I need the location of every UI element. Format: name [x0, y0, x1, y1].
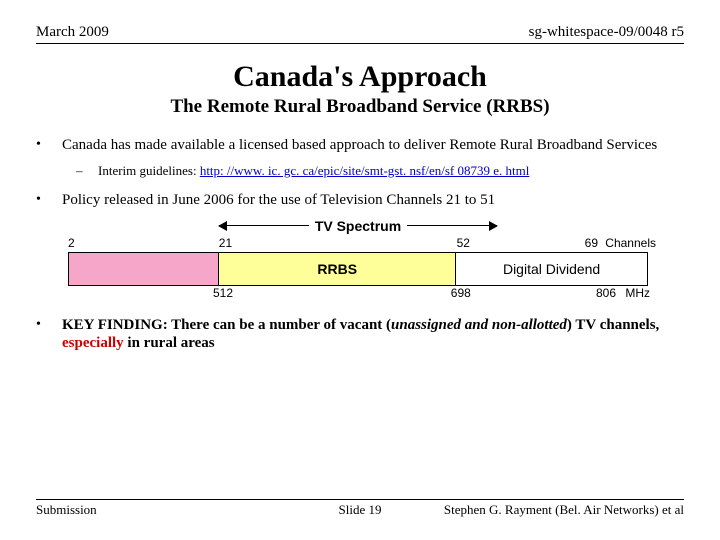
dash-icon: – — [76, 163, 98, 179]
bullet-1: • Canada has made available a licensed b… — [36, 136, 684, 155]
footer: Submission Slide 19 Stephen G. Rayment (… — [36, 499, 684, 518]
b3-mid: ) TV channels, — [567, 317, 659, 333]
seg-left — [69, 253, 219, 285]
bullet-dot: • — [36, 136, 62, 155]
b3-italic: unassigned and non-allotted — [391, 317, 567, 333]
mhz-unit: MHz — [625, 286, 650, 300]
bullet-1-sub: – Interim guidelines: http: //www. ic. g… — [76, 163, 684, 179]
bullet-1-text: Canada has made available a licensed bas… — [62, 136, 684, 155]
footer-left: Submission — [36, 502, 97, 518]
bullet-3-text: KEY FINDING: There can be a number of va… — [62, 316, 684, 354]
bullet-dot: • — [36, 191, 62, 210]
sub-prefix: Interim guidelines: — [98, 163, 200, 178]
spectrum-diagram: TV Spectrum 2 21 52 69 Channels RRBS Dig… — [68, 218, 648, 302]
b3-prefix: KEY FINDING: There can be a number of va… — [62, 317, 391, 333]
mhz-512: 512 — [213, 286, 233, 300]
ch-52: 52 — [457, 236, 470, 250]
spectrum-bar: RRBS Digital Dividend — [68, 252, 648, 286]
page-title: Canada's Approach — [36, 60, 684, 94]
header-docid: sg-whitespace-09/0048 r5 — [529, 24, 684, 41]
ch-unit: Channels — [605, 236, 656, 250]
header-date: March 2009 — [36, 24, 109, 41]
bullet-3: • KEY FINDING: There can be a number of … — [36, 316, 684, 354]
spectrum-label: TV Spectrum — [315, 218, 401, 234]
content-area: • Canada has made available a licensed b… — [36, 136, 684, 353]
channel-row: 2 21 52 69 Channels — [68, 236, 648, 252]
sub-bullet-text: Interim guidelines: http: //www. ic. gc.… — [98, 163, 529, 179]
seg-dividend: Digital Dividend — [456, 253, 647, 285]
b3-especially: especially — [62, 335, 124, 351]
footer-slide: Slide 19 — [339, 502, 382, 518]
mhz-698: 698 — [451, 286, 471, 300]
footer-author: Stephen G. Rayment (Bel. Air Networks) e… — [444, 502, 684, 518]
page-subtitle: The Remote Rural Broadband Service (RRBS… — [36, 96, 684, 118]
bullet-2-text: Policy released in June 2006 for the use… — [62, 191, 684, 210]
bullet-2: • Policy released in June 2006 for the u… — [36, 191, 684, 210]
mhz-row: 512 698 806 MHz — [68, 286, 648, 302]
ch-21: 21 — [219, 236, 232, 250]
ch-2: 2 — [68, 236, 75, 250]
ch-69: 69 — [585, 236, 598, 250]
spectrum-title-row: TV Spectrum — [68, 218, 648, 234]
seg-rrbs: RRBS — [219, 253, 456, 285]
b3-suffix: in rural areas — [124, 335, 215, 351]
arrow-right-icon — [407, 225, 497, 227]
guidelines-link[interactable]: http: //www. ic. gc. ca/epic/site/smt-gs… — [200, 163, 530, 178]
arrow-left-icon — [219, 225, 309, 227]
mhz-806: 806 — [596, 286, 616, 300]
bullet-dot: • — [36, 316, 62, 354]
